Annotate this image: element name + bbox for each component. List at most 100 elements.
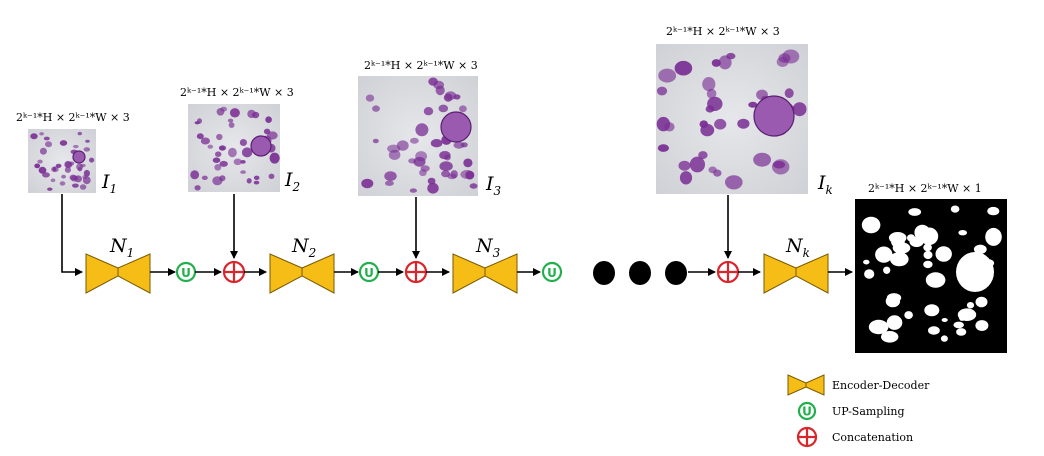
mask-blob (881, 331, 899, 343)
input-3-label: I3 (485, 173, 502, 198)
ellipsis-dot-2 (629, 261, 651, 285)
cell-nucleus (201, 175, 208, 180)
mask-blob (923, 250, 933, 260)
n3-encoder (452, 253, 486, 294)
cell-nucleus (679, 171, 693, 185)
cell-nucleus (265, 116, 272, 123)
ellipsis-dot-1 (593, 261, 615, 285)
input-3-dim-label: 2ᵏ⁻¹*H × 2ᵏ⁻¹*W × 3 (364, 59, 478, 72)
mask-blob (890, 252, 909, 267)
mask-blob (975, 320, 989, 331)
cell-nucleus (713, 169, 722, 177)
n2-encoder (269, 253, 303, 294)
cell-nucleus (37, 159, 43, 164)
mask-large-blob (956, 252, 994, 292)
output-block: 2ᵏ⁻¹*H × 2ᵏ⁻¹*W × 1 (855, 182, 1007, 353)
mask-blob (975, 296, 988, 308)
pipeline-row: N1 U N2 U (85, 235, 853, 294)
cell-nucleus (240, 160, 246, 164)
legend-encoder-decoder: Encoder-Decoder (787, 374, 930, 396)
cell-nucleus (372, 138, 379, 144)
concatenation-1 (222, 260, 246, 284)
cell-nucleus (47, 187, 53, 191)
mask-blob (987, 206, 1000, 216)
cell-nucleus (55, 163, 62, 168)
legend-up-sampling-symbol: U (802, 405, 812, 419)
concatenation-2 (404, 260, 428, 284)
cell-nucleus (59, 181, 66, 186)
mask-blob (953, 321, 964, 329)
cell-nucleus (420, 165, 430, 172)
cell-nucleus (212, 157, 221, 163)
cell-nucleus (657, 144, 670, 152)
cell-nucleus (361, 178, 374, 189)
cell-nucleus (737, 118, 750, 129)
cell-nucleus (656, 116, 671, 132)
mask-blob (958, 230, 967, 236)
mask-blob (966, 302, 975, 309)
cell-nucleus (214, 164, 222, 171)
input-block-2: 2ᵏ⁻¹*H × 2ᵏ⁻¹*W × 3 I2 (180, 86, 300, 259)
cell-nucleus (61, 174, 66, 179)
cell-nucleus (263, 128, 271, 135)
cell-nucleus (415, 123, 429, 137)
cell-nucleus (714, 118, 727, 130)
cell-nucleus (269, 152, 280, 164)
ellipsis-dots (593, 261, 687, 285)
input-block-k: 2ᵏ⁻¹*H × 2ᵏ⁻¹*W × 3 Ik (656, 25, 833, 259)
nk-encoder (763, 253, 797, 294)
cell-nucleus (384, 171, 397, 182)
mask-blob (914, 224, 931, 241)
input-image-3-cells (361, 77, 478, 194)
cell-nucleus (453, 141, 465, 149)
cell-nucleus (229, 108, 240, 118)
cell-nucleus (45, 141, 52, 148)
upsampling-1: U (175, 261, 197, 283)
input-2-dim-label: 2ᵏ⁻¹*H × 2ᵏ⁻¹*W × 3 (180, 86, 294, 99)
cell-nucleus (240, 170, 247, 174)
cell-nucleus (707, 96, 723, 111)
cell-nucleus (39, 147, 47, 155)
upsampling-3: U (541, 261, 563, 283)
mask-blob (888, 232, 907, 244)
nk-decoder (795, 253, 829, 294)
cell-nucleus (656, 86, 668, 96)
cell-nucleus (388, 149, 401, 160)
cell-nucleus (253, 180, 260, 185)
cell-nucleus (212, 176, 223, 186)
mask-blob (863, 259, 870, 265)
legend-bowtie-left (787, 374, 807, 396)
cell-nucleus (194, 185, 201, 191)
n1-encoder (85, 253, 119, 294)
cell-nucleus (89, 157, 95, 163)
large-cell (72, 150, 86, 164)
cell-nucleus (216, 108, 225, 116)
cell-nucleus (233, 158, 242, 166)
cell-nucleus (718, 55, 732, 70)
cell-nucleus (658, 68, 677, 83)
input-2-label: I2 (284, 169, 300, 194)
cell-nucleus (30, 133, 38, 140)
cell-nucleus (430, 139, 443, 148)
cell-nucleus (207, 144, 214, 149)
n2-decoder (301, 253, 335, 294)
cell-nucleus (410, 137, 419, 144)
legend-concatenation-label: Concatenation (832, 431, 913, 444)
cell-nucleus (706, 88, 717, 99)
cell-nucleus (423, 107, 434, 116)
large-cell (250, 135, 272, 157)
mask-blob (928, 326, 940, 335)
cell-nucleus (59, 140, 68, 146)
cell-nucleus (433, 80, 445, 90)
cell-nucleus (365, 94, 375, 102)
cell-nucleus (450, 170, 458, 179)
cell-nucleus (772, 159, 790, 175)
input-image-k-cells (656, 49, 807, 190)
cell-nucleus (372, 105, 380, 112)
cell-nucleus (453, 94, 461, 100)
cell-nucleus (778, 53, 791, 63)
mask-blob (886, 293, 902, 303)
output-dim-label: 2ᵏ⁻¹*H × 2ᵏ⁻¹*W × 1 (868, 182, 982, 195)
input-1-dim-label: 2ᵏ⁻¹*H × 2ᵏ⁻¹*W × 3 (16, 111, 130, 124)
cell-nucleus (200, 137, 210, 145)
